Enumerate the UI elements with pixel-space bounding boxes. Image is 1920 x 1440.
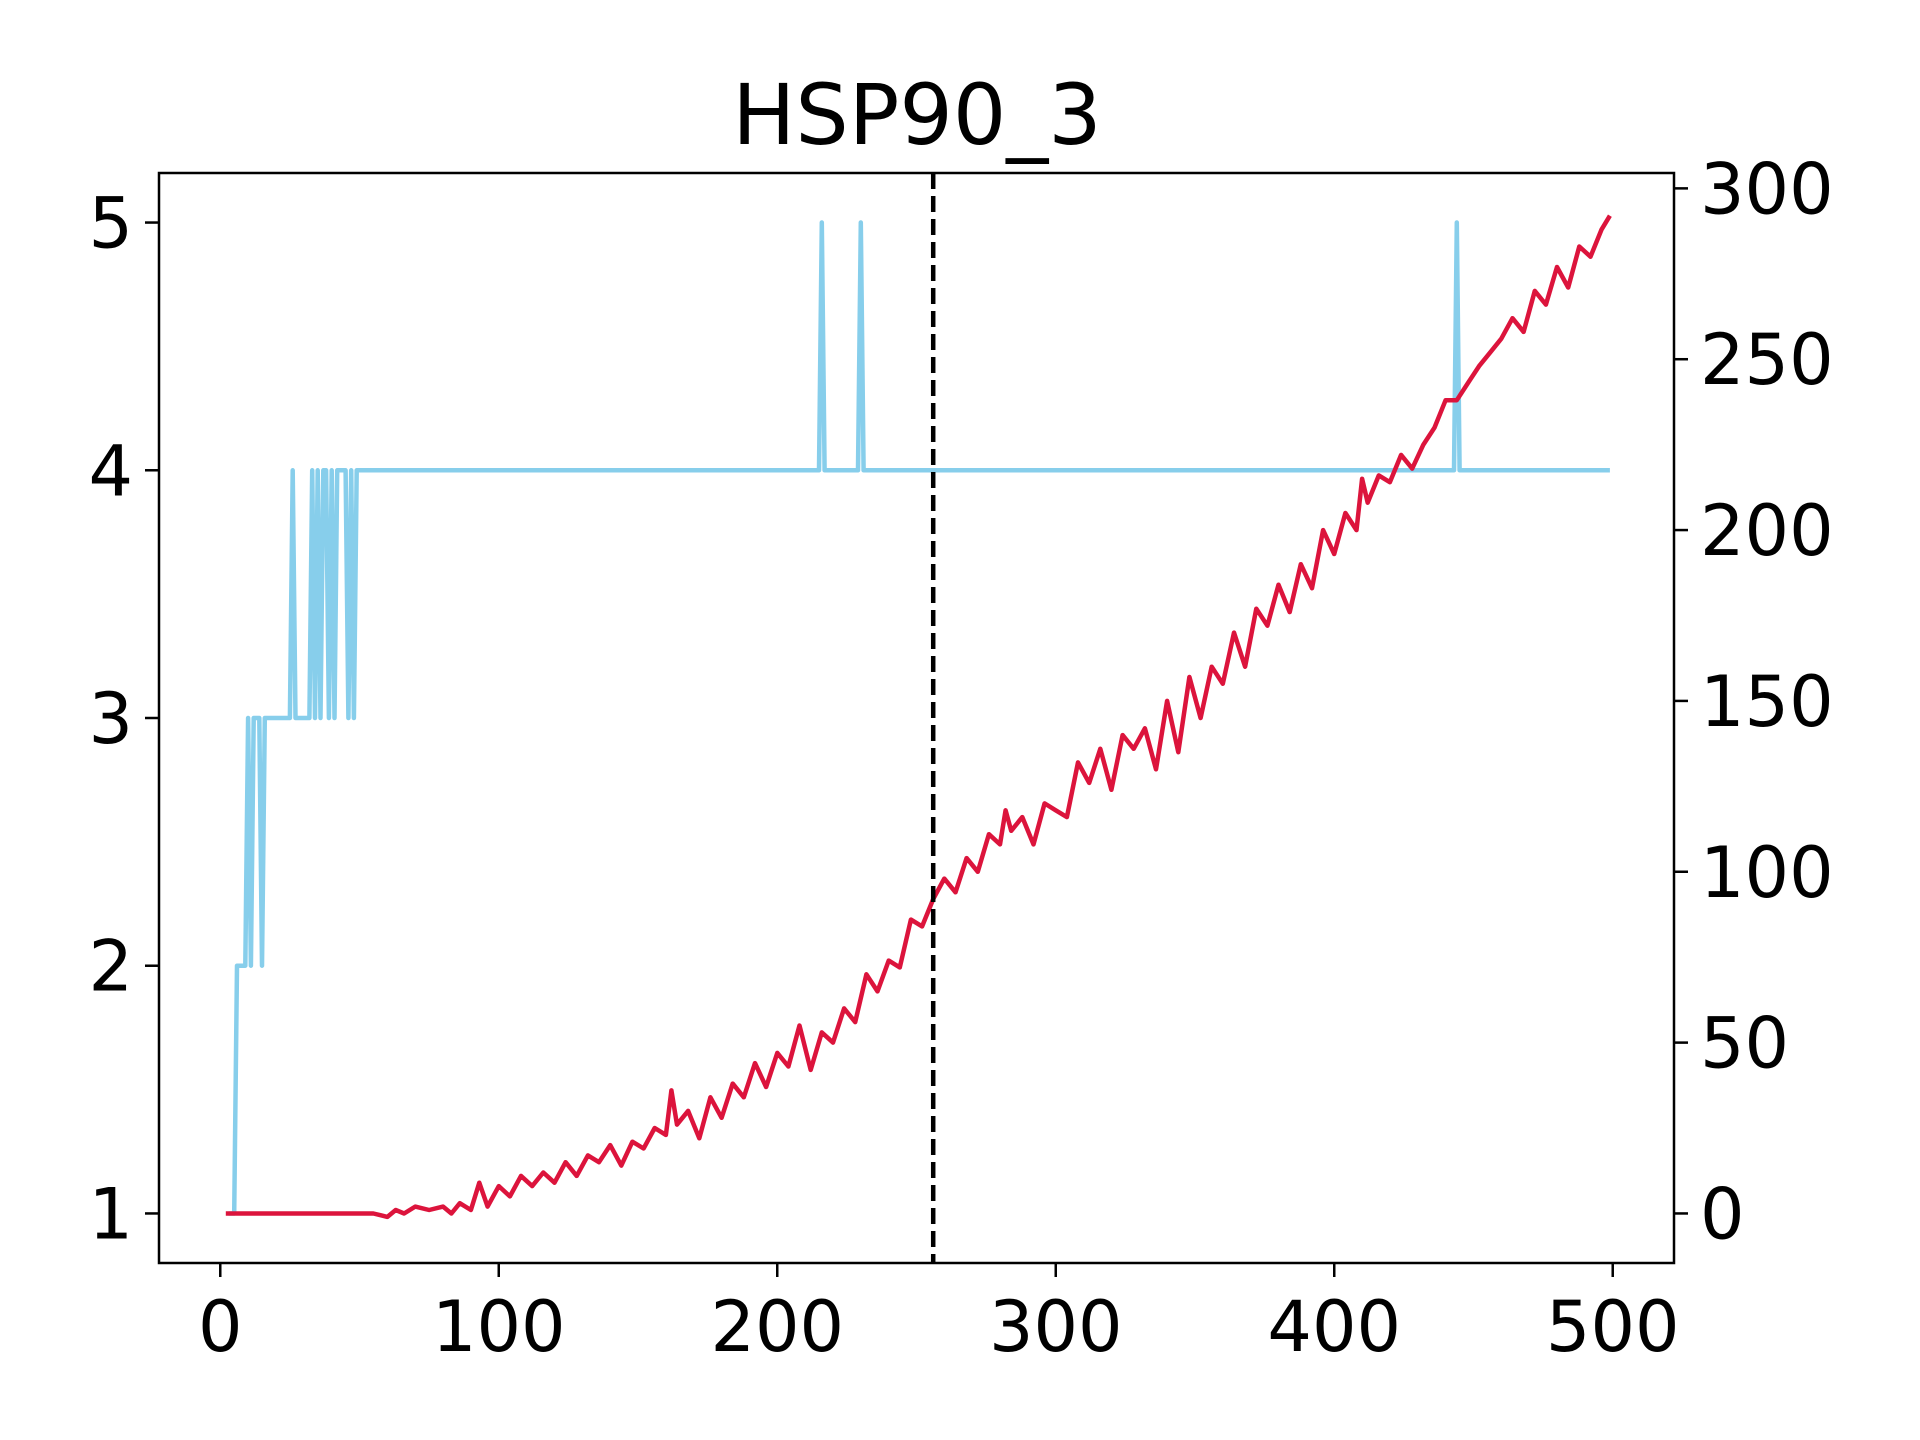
y2-tick-label: 300 (1700, 148, 1834, 230)
series-layer (225, 173, 1612, 1263)
x-tick-label: 400 (1267, 1286, 1401, 1368)
x-tick-label: 500 (1546, 1286, 1680, 1368)
x-tick-label: 0 (198, 1286, 243, 1368)
x-tick-label: 300 (989, 1286, 1123, 1368)
y2-tick-label: 0 (1700, 1173, 1745, 1255)
chart-title: HSP90_3 (732, 66, 1101, 164)
y-tick-label: 2 (88, 926, 133, 1008)
y2-tick-label: 50 (1700, 1003, 1789, 1085)
x-tick-label: 200 (710, 1286, 844, 1368)
series-line-left-axis (228, 220, 1610, 1216)
y2-tick-label: 200 (1700, 490, 1834, 572)
x-tick-label: 100 (432, 1286, 566, 1368)
y-tick-label: 4 (88, 430, 133, 512)
y-tick-label: 3 (88, 678, 133, 760)
plot-frame (157, 171, 1676, 1265)
y-tick-label: 5 (88, 183, 133, 265)
y2-tick-label: 250 (1700, 319, 1834, 401)
y2-tick-label: 150 (1700, 661, 1834, 743)
series-line-right-axis (225, 214, 1612, 1220)
y2-tick-label: 100 (1700, 832, 1834, 914)
y-tick-label: 1 (88, 1173, 133, 1255)
